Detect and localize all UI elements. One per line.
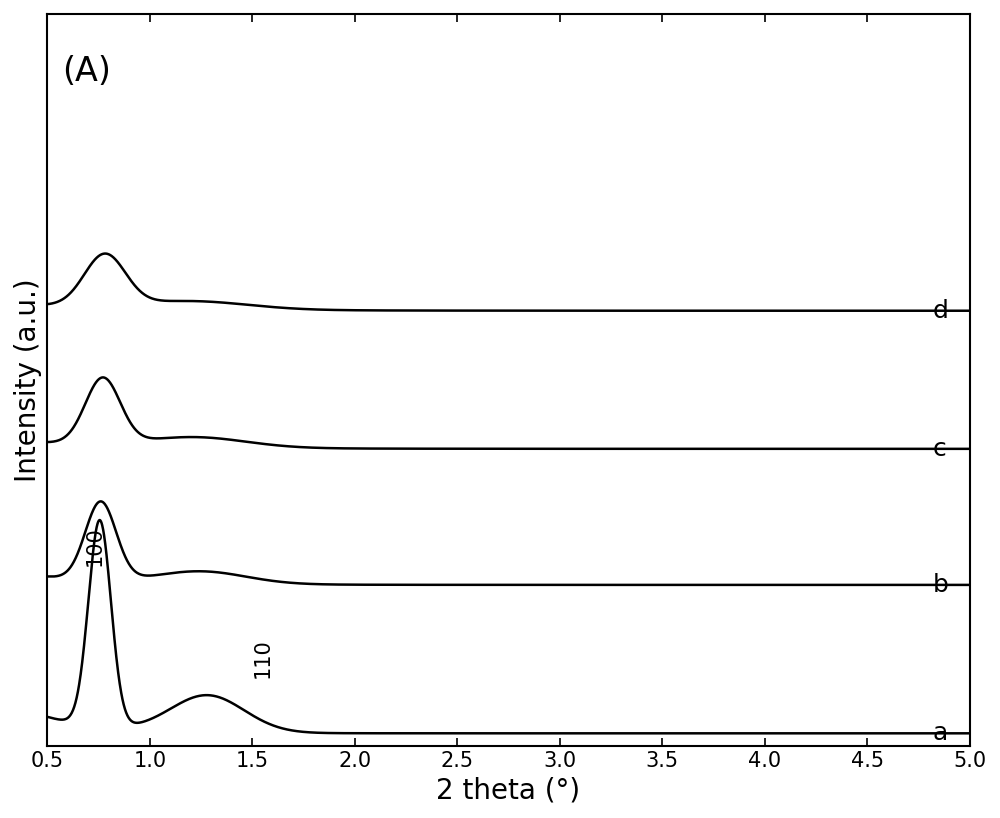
Text: d: d	[933, 299, 949, 323]
Y-axis label: Intensity (a.u.): Intensity (a.u.)	[14, 278, 42, 482]
Text: 100: 100	[85, 527, 105, 566]
Text: a: a	[933, 721, 948, 745]
X-axis label: 2 theta (°): 2 theta (°)	[436, 776, 581, 804]
Text: 110: 110	[253, 638, 273, 677]
Text: c: c	[933, 437, 946, 461]
Text: (A): (A)	[62, 55, 111, 88]
Text: b: b	[933, 573, 949, 597]
